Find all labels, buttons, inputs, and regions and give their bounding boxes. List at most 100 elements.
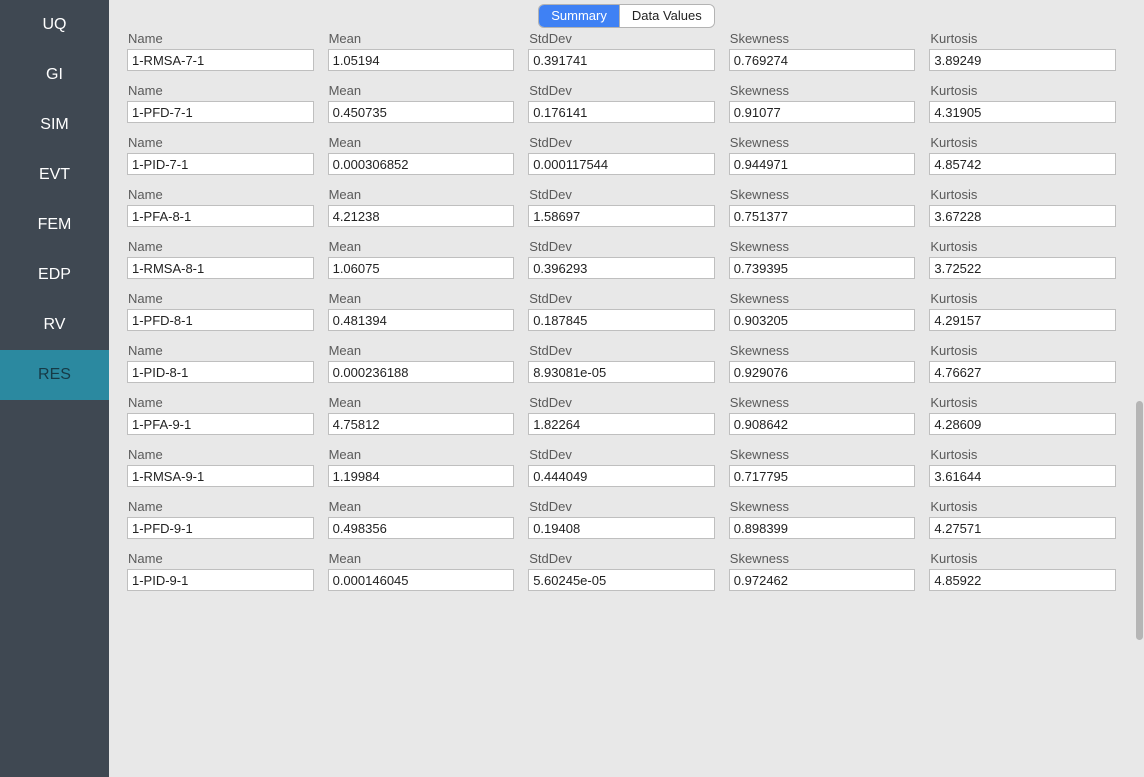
field-input-mean[interactable] (328, 49, 515, 71)
field-label-stddev: StdDev (528, 447, 715, 462)
field-input-kurtosis[interactable] (929, 413, 1116, 435)
field-input-stddev[interactable] (528, 361, 715, 383)
field-input-skewness[interactable] (729, 361, 916, 383)
field-input-mean[interactable] (328, 153, 515, 175)
field-input-stddev[interactable] (528, 101, 715, 123)
field-label-kurtosis: Kurtosis (929, 395, 1116, 410)
field-input-name[interactable] (127, 153, 314, 175)
field-input-mean[interactable] (328, 309, 515, 331)
data-row: NameMeanStdDevSkewnessKurtosis (127, 291, 1116, 331)
field-group-name: Name (127, 239, 314, 279)
field-input-kurtosis[interactable] (929, 49, 1116, 71)
data-row: NameMeanStdDevSkewnessKurtosis (127, 395, 1116, 435)
data-row: NameMeanStdDevSkewnessKurtosis (127, 447, 1116, 487)
field-input-stddev[interactable] (528, 413, 715, 435)
field-input-skewness[interactable] (729, 465, 916, 487)
field-group-stddev: StdDev (528, 31, 715, 71)
field-input-mean[interactable] (328, 257, 515, 279)
field-label-name: Name (127, 499, 314, 514)
field-group-skewness: Skewness (729, 187, 916, 227)
field-input-kurtosis[interactable] (929, 257, 1116, 279)
sidebar-item-uq[interactable]: UQ (0, 0, 109, 50)
field-input-stddev[interactable] (528, 517, 715, 539)
field-input-stddev[interactable] (528, 569, 715, 591)
field-label-kurtosis: Kurtosis (929, 239, 1116, 254)
field-label-skewness: Skewness (729, 31, 916, 46)
field-group-skewness: Skewness (729, 395, 916, 435)
field-input-name[interactable] (127, 309, 314, 331)
field-group-stddev: StdDev (528, 135, 715, 175)
field-group-name: Name (127, 499, 314, 539)
field-group-mean: Mean (328, 395, 515, 435)
field-input-name[interactable] (127, 413, 314, 435)
field-input-skewness[interactable] (729, 309, 916, 331)
field-input-name[interactable] (127, 101, 314, 123)
sidebar-item-gi[interactable]: GI (0, 50, 109, 100)
field-input-mean[interactable] (328, 361, 515, 383)
field-label-stddev: StdDev (528, 551, 715, 566)
field-input-name[interactable] (127, 517, 314, 539)
field-input-stddev[interactable] (528, 205, 715, 227)
field-input-mean[interactable] (328, 465, 515, 487)
field-input-skewness[interactable] (729, 569, 916, 591)
field-input-skewness[interactable] (729, 257, 916, 279)
field-input-kurtosis[interactable] (929, 309, 1116, 331)
field-input-kurtosis[interactable] (929, 153, 1116, 175)
field-input-kurtosis[interactable] (929, 569, 1116, 591)
field-input-skewness[interactable] (729, 517, 916, 539)
field-input-mean[interactable] (328, 413, 515, 435)
field-label-mean: Mean (328, 239, 515, 254)
field-label-name: Name (127, 135, 314, 150)
sidebar-item-evt[interactable]: EVT (0, 150, 109, 200)
field-group-skewness: Skewness (729, 343, 916, 383)
field-group-skewness: Skewness (729, 499, 916, 539)
sidebar-item-res[interactable]: RES (0, 350, 109, 400)
field-input-skewness[interactable] (729, 205, 916, 227)
field-input-skewness[interactable] (729, 413, 916, 435)
field-input-stddev[interactable] (528, 49, 715, 71)
field-input-stddev[interactable] (528, 153, 715, 175)
field-input-skewness[interactable] (729, 49, 916, 71)
field-input-stddev[interactable] (528, 465, 715, 487)
field-input-mean[interactable] (328, 205, 515, 227)
field-group-kurtosis: Kurtosis (929, 291, 1116, 331)
vertical-scrollbar[interactable] (1134, 54, 1144, 777)
sidebar-item-rv[interactable]: RV (0, 300, 109, 350)
field-input-name[interactable] (127, 465, 314, 487)
field-input-kurtosis[interactable] (929, 465, 1116, 487)
tab-summary[interactable]: Summary (539, 5, 619, 27)
sidebar-item-fem[interactable]: FEM (0, 200, 109, 250)
field-input-name[interactable] (127, 49, 314, 71)
tab-data-values[interactable]: Data Values (619, 5, 714, 27)
field-label-kurtosis: Kurtosis (929, 31, 1116, 46)
field-group-kurtosis: Kurtosis (929, 239, 1116, 279)
field-input-mean[interactable] (328, 101, 515, 123)
field-group-name: Name (127, 343, 314, 383)
field-label-stddev: StdDev (528, 343, 715, 358)
field-input-kurtosis[interactable] (929, 101, 1116, 123)
sidebar: UQGISIMEVTFEMEDPRVRES (0, 0, 109, 777)
field-label-kurtosis: Kurtosis (929, 343, 1116, 358)
field-group-stddev: StdDev (528, 291, 715, 331)
field-input-mean[interactable] (328, 569, 515, 591)
field-input-kurtosis[interactable] (929, 361, 1116, 383)
scrollbar-thumb[interactable] (1136, 401, 1143, 640)
field-input-name[interactable] (127, 361, 314, 383)
field-group-mean: Mean (328, 551, 515, 591)
field-input-name[interactable] (127, 205, 314, 227)
field-input-kurtosis[interactable] (929, 517, 1116, 539)
sidebar-item-edp[interactable]: EDP (0, 250, 109, 300)
field-input-stddev[interactable] (528, 309, 715, 331)
sidebar-item-sim[interactable]: SIM (0, 100, 109, 150)
field-input-skewness[interactable] (729, 101, 916, 123)
field-label-mean: Mean (328, 447, 515, 462)
field-input-name[interactable] (127, 257, 314, 279)
field-input-skewness[interactable] (729, 153, 916, 175)
field-label-skewness: Skewness (729, 499, 916, 514)
field-label-skewness: Skewness (729, 395, 916, 410)
field-input-mean[interactable] (328, 517, 515, 539)
field-input-kurtosis[interactable] (929, 205, 1116, 227)
field-input-stddev[interactable] (528, 257, 715, 279)
field-label-mean: Mean (328, 395, 515, 410)
field-input-name[interactable] (127, 569, 314, 591)
